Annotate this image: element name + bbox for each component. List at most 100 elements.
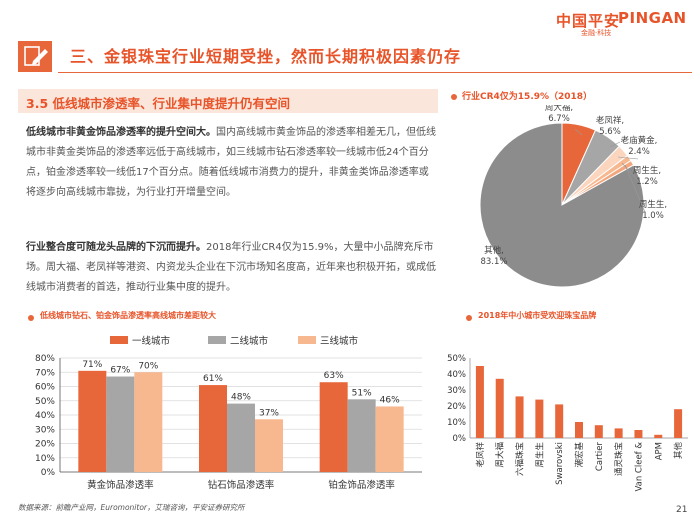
bar-value-label: 70%: [138, 361, 158, 371]
bar-chart-2-title: 2018年中小城市受欢迎珠宝品牌: [478, 311, 597, 320]
pie-label: 其他, 83.1%: [480, 245, 507, 267]
bar: [475, 366, 484, 438]
pie-leader-line: [624, 164, 646, 213]
pie-label: 老凤祥, 5.6%: [596, 115, 624, 137]
bar: [106, 376, 135, 472]
brand-logo-en: PINGAN: [618, 9, 687, 27]
x-tick-label: Swarovski: [555, 442, 565, 485]
y-tick-label: 20%: [447, 402, 466, 412]
pie-label: 周生生, 1.2%: [633, 165, 661, 187]
bar: [535, 399, 544, 438]
y-tick-label: 0%: [41, 468, 56, 478]
data-source-note: 数据来源：前瞻产业网，Euromonitor，艾瑞咨询，平安证券研究所: [18, 503, 245, 512]
bar: [199, 385, 227, 472]
x-tick-label: 周生生: [534, 442, 545, 468]
paragraph-body: 国内高线城市黄金饰品的渗透率相差无几，但低线城市非黄金类饰品的渗透率远低于高线城…: [26, 127, 436, 198]
header-divider: [58, 72, 692, 73]
bar: [575, 422, 583, 438]
paragraph-lead: 低线城市非黄金饰品渗透率的提升空间大。: [26, 127, 216, 138]
bar: [375, 406, 404, 472]
x-tick-label: APM: [654, 442, 664, 460]
y-tick-label: 80%: [35, 354, 55, 364]
pie-label: 周大福, 6.7%: [545, 105, 573, 124]
bullet-dot: [451, 94, 457, 100]
y-tick-label: 0%: [453, 434, 467, 444]
bar: [227, 403, 255, 472]
page-title: 三、金银珠宝行业短期受挫，然而长期积极因素仍存: [70, 47, 462, 66]
x-tick-label: 老凤祥: [475, 442, 486, 468]
bar-chart-1-title: 低线城市钻石、铂金饰品渗透率高线城市差距较大: [40, 311, 216, 320]
pie-slice: [479, 122, 645, 288]
bar-value-label: 51%: [352, 388, 372, 398]
bar-value-label: 61%: [203, 374, 223, 384]
bar: [134, 372, 163, 472]
brand-tagline: 金融·科技: [581, 29, 612, 37]
section-title: 3.5 低线城市渗透率、行业集中度提升仍有空间: [26, 96, 290, 111]
bar: [319, 382, 348, 472]
bar: [347, 399, 376, 472]
paragraph-low-tier-penetration: 低线城市非黄金饰品渗透率的提升空间大。国内高线城市黄金饰品的渗透率相差无几，但低…: [26, 123, 436, 203]
brand-popularity-bar-chart: 0% 10% 20% 30% 40% 50% 老凤祥 周大福 六福珠宝 周生生 Swarovski 潮…: [447, 354, 688, 492]
legend-label: 二线城市: [230, 335, 269, 347]
pie-leader-line: [621, 162, 641, 184]
pie-leader-line: [617, 156, 639, 160]
x-tick-label: Van Cleef &: [634, 442, 644, 492]
section-heading-bar: [18, 89, 438, 113]
pie-leader-line: [609, 141, 621, 148]
pie-leader-line: [574, 128, 583, 136]
bar-value-label: 67%: [110, 366, 130, 376]
bar-value-label: 63%: [324, 371, 344, 381]
x-tick-label: 六福珠宝: [515, 442, 526, 476]
x-tick-label: 钻石饰品渗透率: [208, 479, 275, 491]
cr4-pie-chart: 周大福, 6.7% 老凤祥, 5.6%老庙黄金, 2.4% 周生生, 1.2% 周生生, 1.0…: [479, 105, 667, 288]
bar-value-label: 48%: [231, 393, 251, 403]
bullet-dot: [466, 315, 472, 321]
x-tick-label: 潮宏基: [574, 442, 585, 468]
x-tick-label: 黄金饰品渗透率: [87, 479, 154, 491]
penetration-bar-chart: 0% 10% 20% 30% 40% 50% 60% 70% 80% 一线城市 二线城市 三线城市 71…: [35, 335, 422, 491]
x-tick-label: 周大福: [495, 442, 506, 468]
pie-label: 周生生, 1.0%: [639, 199, 667, 221]
brand-logo-cn: 中国平安: [556, 12, 621, 30]
y-tick-label: 30%: [447, 386, 466, 396]
bullet-dot: [28, 315, 34, 321]
pie-chart-title: 行业CR4仅为15.9%（2018）: [462, 92, 593, 102]
legend-swatch: [208, 336, 226, 344]
legend-label: 三线城市: [320, 335, 359, 347]
bar: [654, 434, 663, 438]
paragraph-industry-concentration: 行业整合度可随龙头品牌的下沉而提升。2018年行业CR4仅为15.9%，大量中小…: [26, 238, 436, 298]
page-number: 21: [676, 505, 688, 515]
y-tick-label: 10%: [447, 418, 466, 428]
bar: [495, 378, 504, 438]
paragraph-body: 2018年行业CR4仅为15.9%，大量中小品牌充斥市场。周大福、老凤祥等港资、…: [26, 242, 436, 293]
y-tick-label: 40%: [447, 370, 466, 380]
y-tick-label: 10%: [35, 454, 55, 464]
x-tick-label: 铂金饰品渗透率: [328, 479, 395, 491]
legend-swatch: [110, 336, 128, 344]
pie-label: 老庙黄金, 2.4%: [621, 135, 658, 157]
bar: [614, 428, 623, 438]
bar: [555, 404, 564, 438]
bar-value-label: 46%: [380, 395, 400, 405]
x-tick-label: 通灵珠宝: [614, 442, 625, 476]
legend-label: 一线城市: [132, 335, 171, 347]
bar-value-label: 71%: [82, 360, 102, 370]
y-tick-label: 50%: [447, 354, 466, 364]
bar: [674, 409, 683, 438]
paragraph-lead: 行业整合度可随龙头品牌的下沉而提升。: [26, 242, 206, 253]
bar: [515, 396, 524, 438]
pencil-icon: [18, 41, 52, 72]
y-tick-label: 20%: [35, 440, 55, 450]
bar: [255, 419, 283, 472]
bar-value-label: 37%: [259, 408, 279, 418]
legend-swatch: [298, 336, 316, 344]
y-tick-label: 40%: [35, 411, 55, 421]
y-tick-label: 70%: [35, 368, 55, 378]
y-tick-label: 30%: [35, 425, 55, 435]
y-tick-label: 50%: [35, 397, 55, 407]
bar: [634, 430, 643, 438]
x-tick-label: 其他: [673, 442, 684, 460]
bar: [594, 425, 603, 438]
y-tick-label: 60%: [35, 383, 55, 393]
bar: [78, 370, 107, 472]
